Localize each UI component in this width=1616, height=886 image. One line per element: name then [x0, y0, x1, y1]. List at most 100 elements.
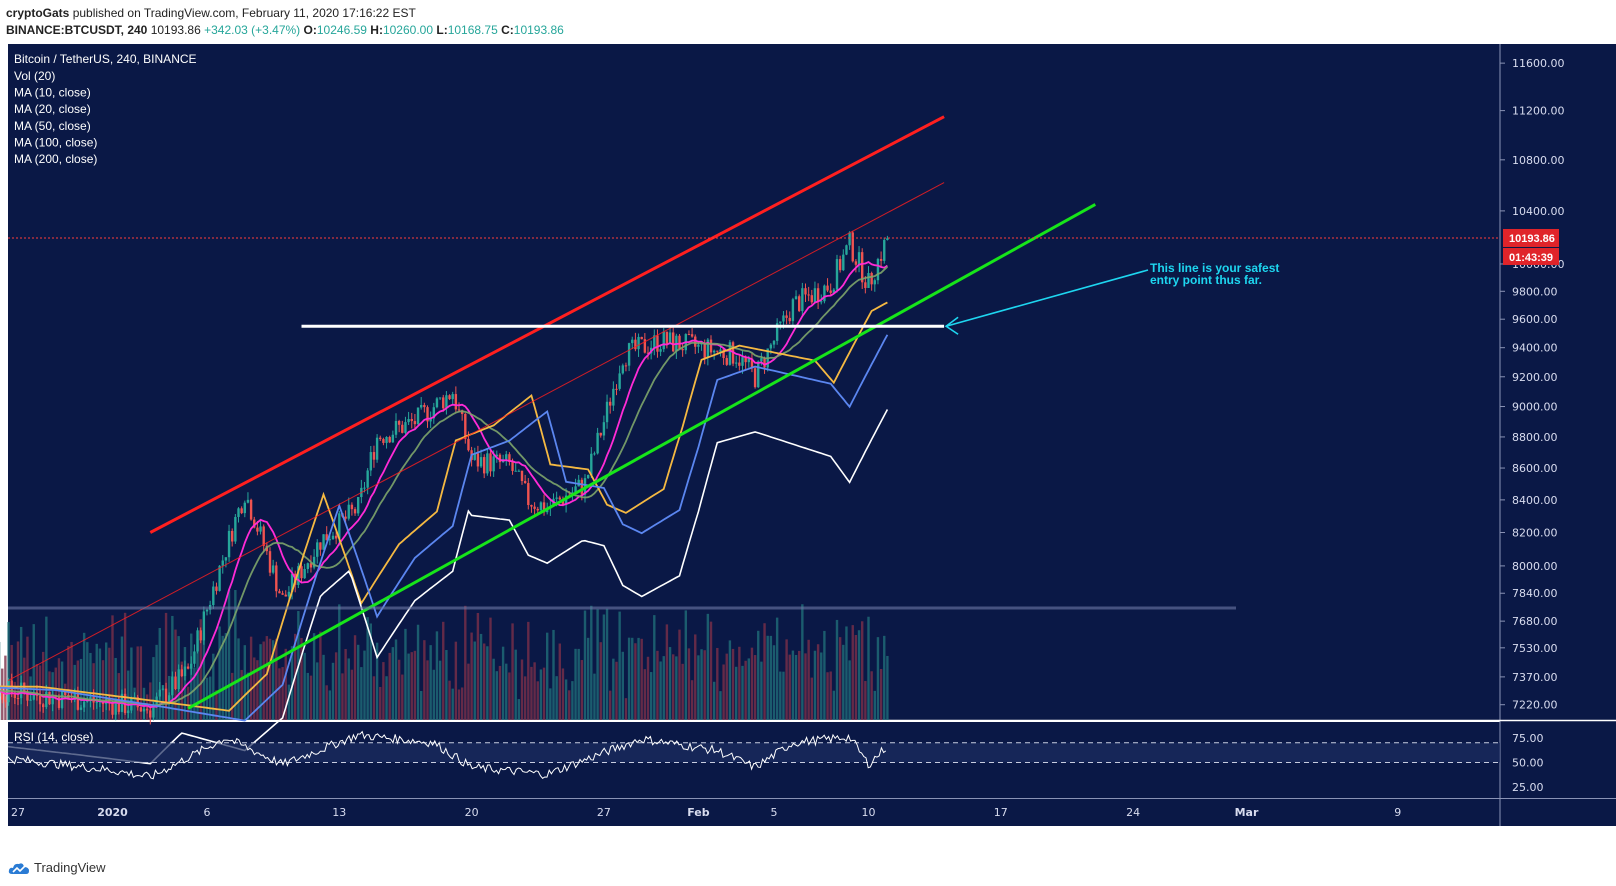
candle-body: [190, 663, 193, 669]
inner-channel-line: [7, 182, 945, 682]
time-axis-ticks: 27 2020 6 13 20 27 Feb 5 10 17 24 Mar 9: [11, 806, 1401, 819]
candle-body: [161, 688, 165, 690]
volume-bar: [388, 652, 391, 720]
author-name[interactable]: cryptoGats: [6, 6, 70, 20]
volume-bar: [501, 646, 505, 720]
low-label: L:: [436, 23, 448, 37]
volume-bar: [105, 642, 108, 720]
volume-bar: [278, 668, 281, 720]
volume-bar: [483, 643, 486, 720]
candle-body: [259, 526, 262, 532]
candle-body: [249, 499, 253, 520]
volume-bar: [375, 642, 379, 720]
candle-body: [782, 315, 785, 322]
volume-bar: [804, 653, 807, 720]
volume-bar: [70, 641, 73, 720]
candle-body: [221, 560, 224, 566]
candle-body: [353, 509, 357, 514]
legend-item: MA (10, close): [14, 86, 91, 100]
volume-bar: [240, 669, 243, 720]
candle-body: [45, 691, 48, 708]
volume-bar: [750, 647, 754, 720]
candle-body: [794, 296, 798, 300]
chart-area[interactable]: 11600.0011200.0010800.0010400.0010000.00…: [0, 44, 1616, 852]
price-tick-label: 11200.00: [1512, 105, 1565, 118]
candle-body: [268, 551, 272, 573]
candle-body: [867, 273, 870, 288]
volume-bar: [653, 615, 656, 720]
candle-body: [16, 697, 20, 699]
candle-body: [788, 317, 791, 322]
volume-bar: [618, 611, 621, 720]
volume-bar: [316, 662, 319, 720]
candle-body: [479, 457, 483, 467]
volume-bar: [442, 621, 445, 720]
candle-body: [117, 700, 120, 712]
volume-bar: [476, 612, 480, 720]
candle-body: [177, 669, 180, 690]
volume-bar: [659, 661, 662, 720]
volume-bar: [829, 671, 832, 720]
volume-bar: [826, 672, 829, 720]
ma-line-20: [0, 266, 889, 706]
volume-bar: [590, 605, 593, 720]
volume-bar: [334, 652, 338, 720]
tradingview-logo[interactable]: TradingView: [8, 860, 106, 875]
volume-bar: [193, 667, 196, 720]
candle-body: [180, 669, 183, 677]
candle-body: [95, 701, 98, 703]
volume-bar: [867, 616, 870, 720]
volume-bar: [353, 635, 357, 720]
rsi-tick-label: 75.00: [1512, 732, 1544, 745]
volume-bar: [775, 617, 779, 720]
volume-bar: [101, 660, 105, 720]
chart-svg[interactable]: 11600.0011200.0010800.0010400.0010000.00…: [0, 44, 1616, 852]
candle-body: [555, 497, 558, 499]
candle-body: [539, 502, 543, 511]
volume-bar: [637, 637, 640, 720]
legend-item: Vol (20): [14, 69, 55, 83]
volume-bar: [807, 639, 810, 720]
candle-body: [643, 339, 647, 353]
candle-body: [476, 453, 480, 467]
volume-bar: [561, 668, 565, 720]
volume-bar: [391, 647, 395, 720]
volume-bar: [479, 633, 483, 720]
volume-bar: [432, 669, 435, 720]
candle-body: [394, 421, 398, 435]
volume-bar: [678, 629, 681, 720]
volume-bar: [643, 669, 647, 720]
time-tick-label: 24: [1126, 806, 1140, 819]
last-price: 10193.86: [150, 23, 201, 37]
rsi-tick-label: 50.00: [1512, 756, 1544, 769]
annotation-line: This line is your safest: [1150, 261, 1279, 275]
time-tick-label: 5: [771, 806, 778, 819]
volume-bar: [45, 616, 48, 720]
volume-bar: [7, 622, 10, 720]
candle-body: [457, 409, 461, 411]
candle-body: [775, 323, 779, 341]
candle-body: [599, 432, 602, 436]
volume-bar: [801, 604, 804, 720]
price-tick-label: 9400.00: [1512, 342, 1558, 355]
last-price-tag: [1503, 228, 1559, 247]
candle-body: [678, 335, 681, 350]
volume-bar: [467, 663, 470, 720]
candle-body: [432, 407, 435, 419]
volume-bar: [423, 640, 426, 720]
candle-body: [29, 699, 32, 701]
volume-bar: [268, 638, 272, 720]
candle-body: [838, 259, 842, 271]
candle-body: [300, 566, 303, 579]
volume-bar: [98, 648, 102, 720]
candle-body: [738, 362, 741, 366]
candle-body: [653, 335, 656, 348]
volume-bar: [215, 690, 218, 720]
volume-bar: [426, 660, 429, 720]
candle-body: [309, 563, 313, 568]
candle-body: [26, 691, 29, 701]
candle-body: [725, 358, 728, 365]
candle-body: [864, 282, 867, 288]
price-axis-ticks: 11600.0011200.0010800.0010400.0010000.00…: [1500, 57, 1565, 712]
volume-bar: [401, 674, 404, 720]
